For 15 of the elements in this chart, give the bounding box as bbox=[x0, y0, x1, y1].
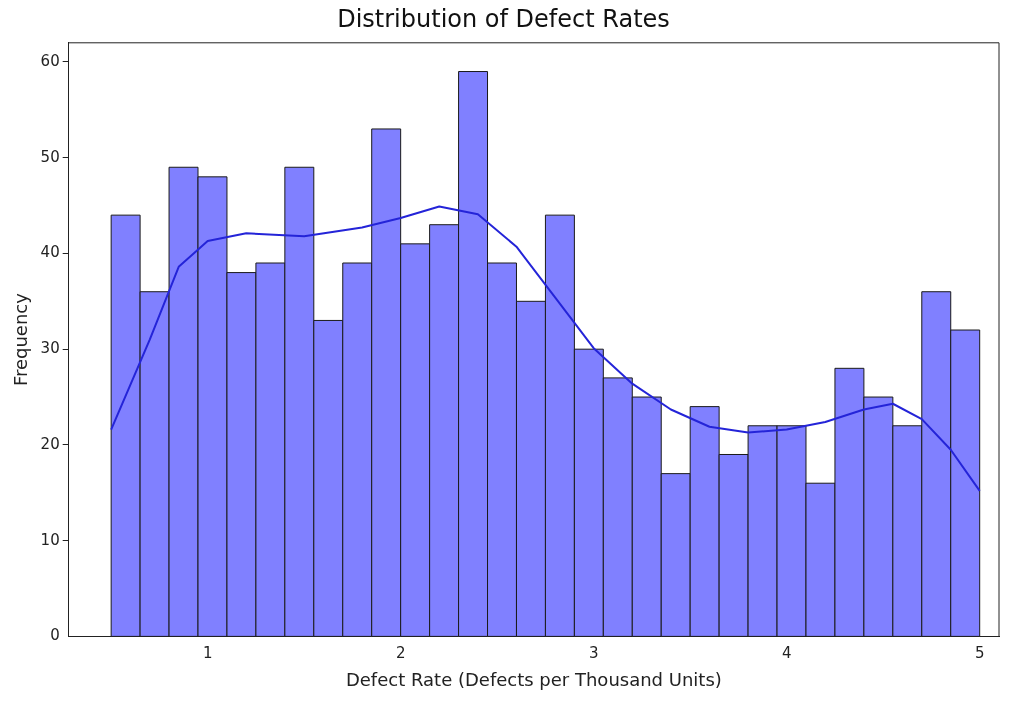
y-tick-label: 10 bbox=[40, 530, 60, 549]
x-tick-label: 3 bbox=[588, 644, 599, 663]
x-tick-label: 5 bbox=[974, 644, 985, 663]
x-tick-label: 2 bbox=[395, 644, 406, 663]
y-tick-label: 0 bbox=[50, 626, 60, 645]
x-tick-label: 1 bbox=[202, 644, 213, 663]
y-tick-label: 20 bbox=[40, 434, 60, 453]
x-axis-title: Defect Rate (Defects per Thousand Units) bbox=[345, 668, 722, 690]
chart-title: Distribution of Defect Rates bbox=[337, 4, 670, 33]
y-tick-label: 50 bbox=[40, 147, 60, 166]
y-tick-label: 40 bbox=[40, 243, 60, 262]
y-tick-label: 30 bbox=[40, 339, 60, 358]
y-axis-title: Frequency bbox=[10, 292, 32, 387]
y-tick-label: 60 bbox=[40, 51, 60, 70]
x-tick-label: 4 bbox=[781, 644, 792, 663]
